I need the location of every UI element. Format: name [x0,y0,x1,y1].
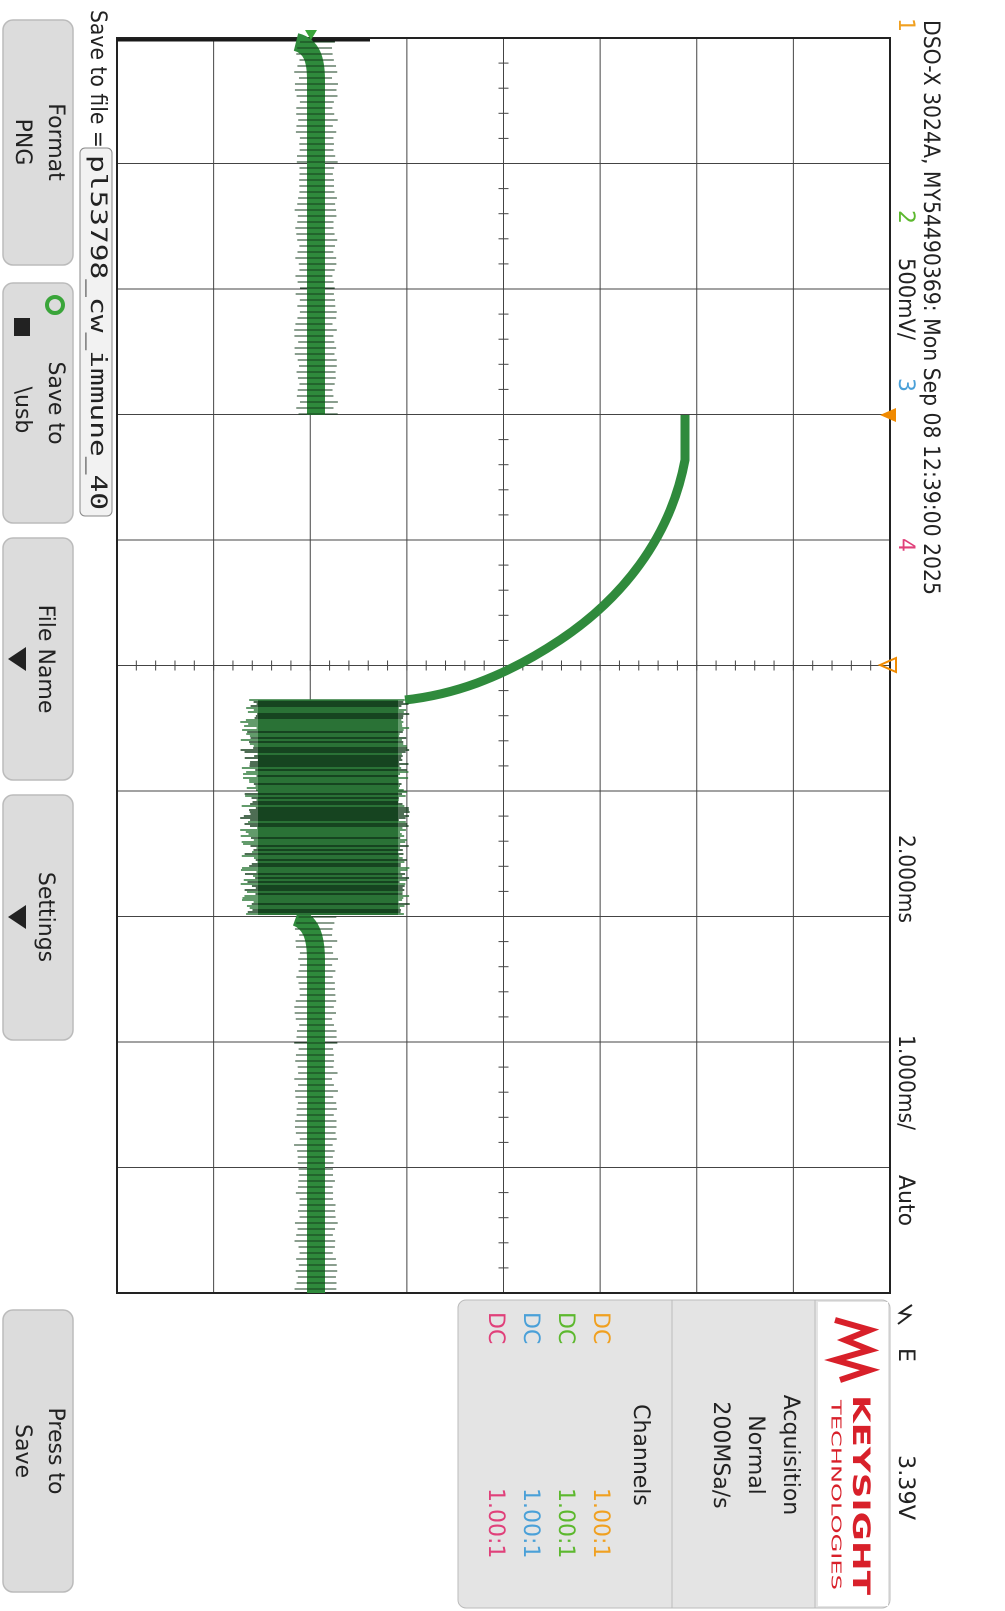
ch4-label: 4 [893,538,918,552]
channel-probe: 1.00:1 [483,1488,508,1558]
softkeys: Format PNG Save to \usb File Name Settin… [3,20,73,1592]
usb-icon [14,318,30,336]
channel-probe: 1.00:1 [553,1488,578,1558]
softkey-label: PNG [10,119,35,166]
delay: 2.000ms [893,835,918,923]
trigger-level: 3.39V [893,1455,918,1520]
scope-screen: DSO-X 3024A, MY54490369: Mon Sep 08 12:3… [0,0,1005,1611]
ch2-label: 2 [893,210,918,224]
softkey-label: File Name [33,605,58,714]
channel-coupling: DC [518,1312,543,1344]
softkey-label: Press to [43,1408,68,1495]
channel-coupling: DC [588,1312,613,1344]
ch2-scale: 500mV/ [893,258,918,341]
brand-name: KEYSIGHT [847,1395,875,1596]
acquisition-title: Acquisition [778,1395,803,1516]
channels-title: Channels [628,1404,653,1506]
acquisition-mode: Normal [743,1415,768,1495]
acquisition-rate: 200MSa/s [708,1401,733,1508]
softkey-label: Save to [43,361,68,444]
softkey-label: Save [10,1424,35,1478]
channel-coupling: DC [483,1312,508,1344]
filename: pl53798_cw_immune_40 [85,155,110,510]
softkey-label: Settings [33,872,58,962]
save-label: Save to file = [85,10,110,148]
softkey-label: Format [43,103,68,181]
header-title: DSO-X 3024A, MY54490369: Mon Sep 08 12:3… [918,20,943,595]
timebase: 1.000ms/ [893,1035,918,1131]
ch3-label: 3 [893,378,918,392]
trigger-mode: Auto [893,1175,918,1226]
trigger-edge: E [893,1348,918,1362]
ch1-label: 1 [893,18,918,32]
brand-sub: TECHNOLOGIES [828,1398,843,1590]
channel-probe: 1.00:1 [518,1488,543,1558]
channel-probe: 1.00:1 [588,1488,613,1558]
channel-coupling: DC [553,1312,578,1344]
softkey-label: \usb [10,387,35,434]
